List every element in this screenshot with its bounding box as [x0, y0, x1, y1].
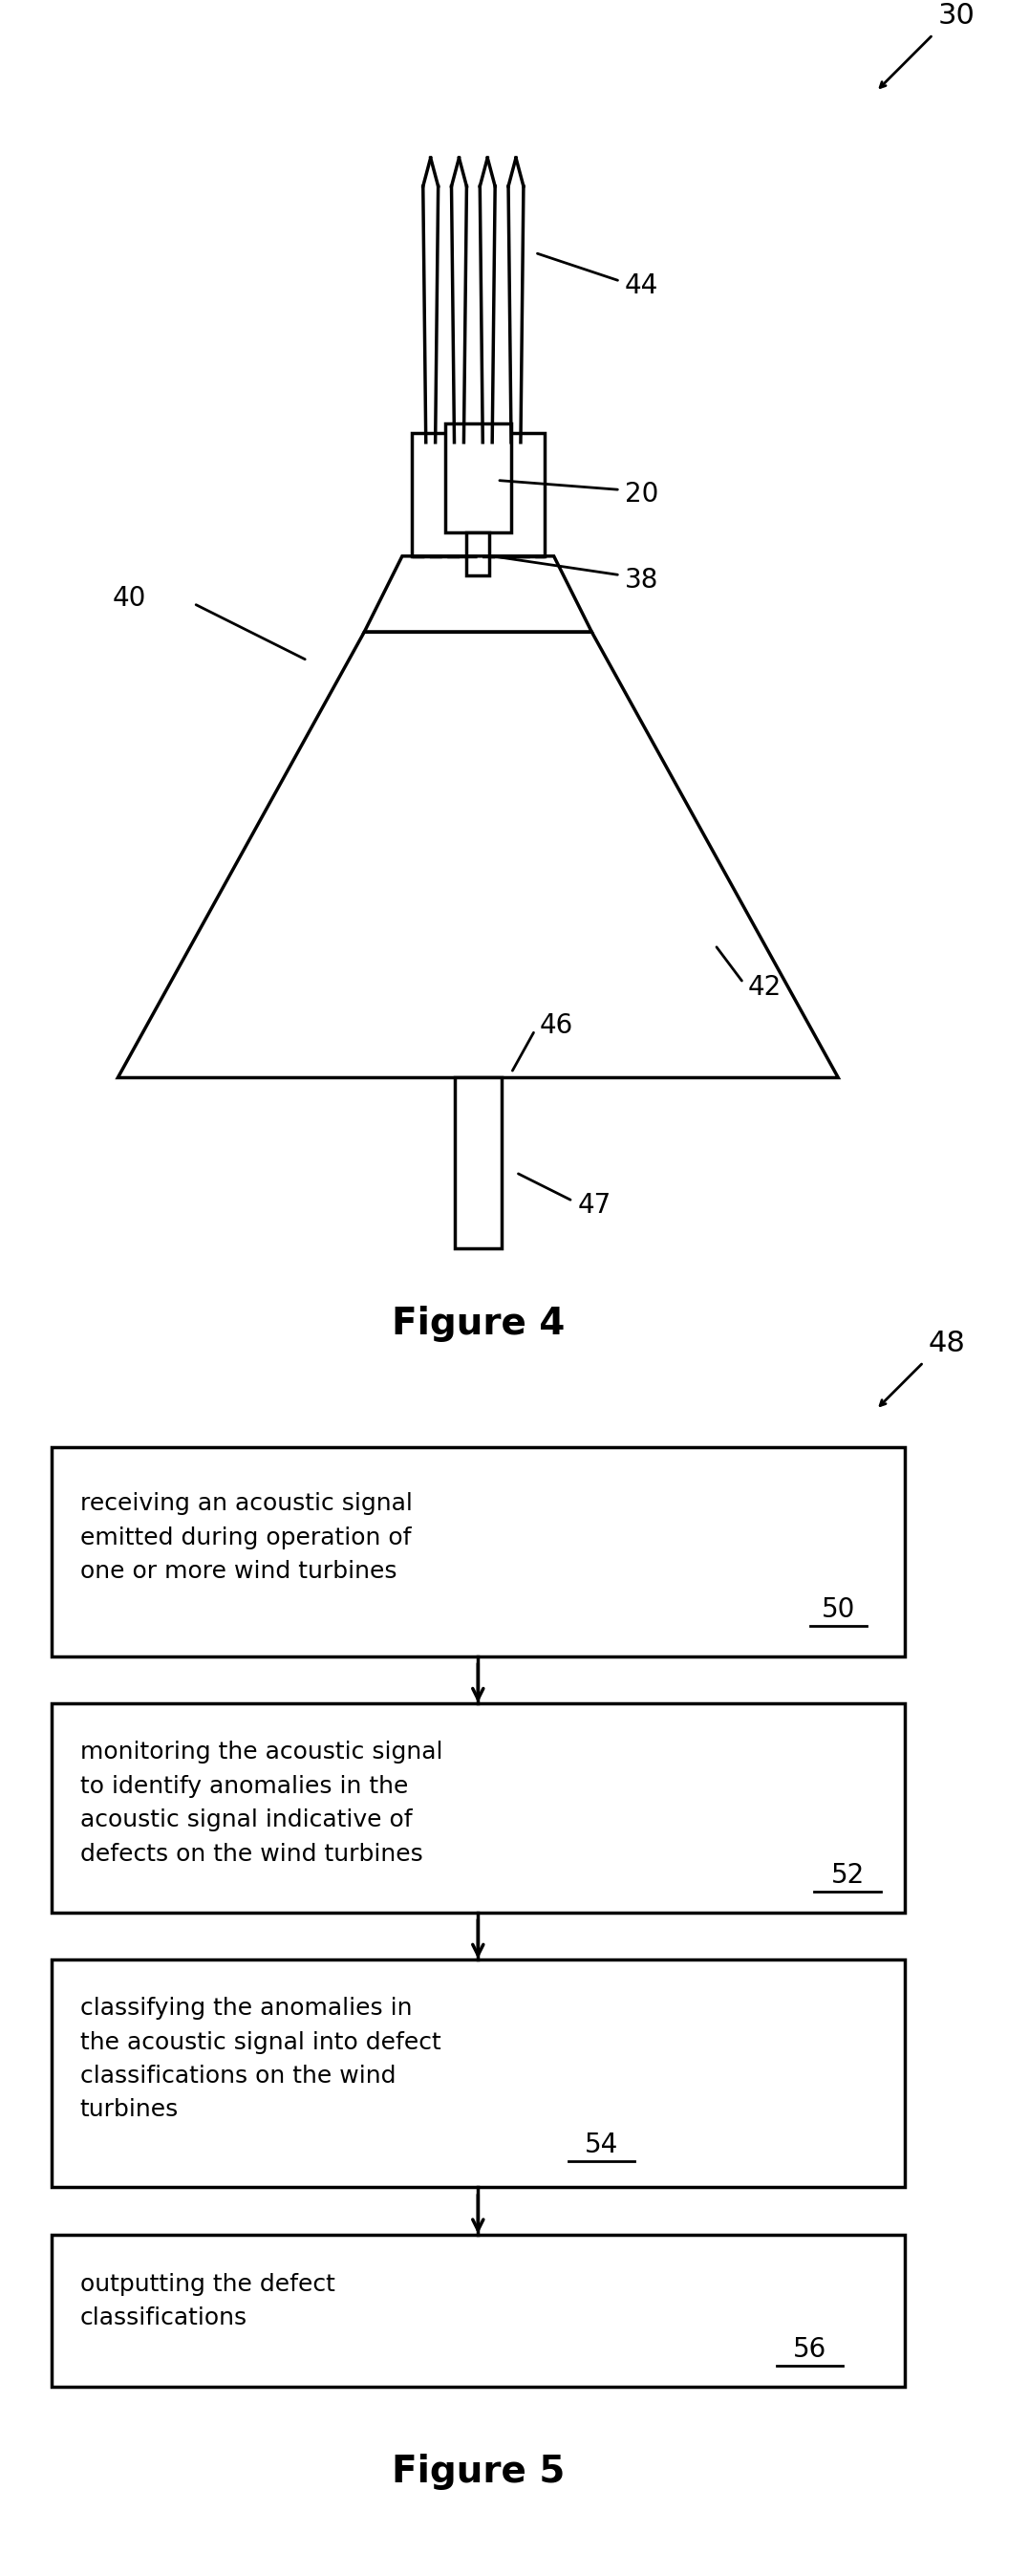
Text: Figure 5: Figure 5 — [391, 2452, 565, 2491]
FancyBboxPatch shape — [51, 2233, 904, 2385]
FancyBboxPatch shape — [51, 1703, 904, 1911]
Text: outputting the defect
classifications: outputting the defect classifications — [80, 2272, 334, 2329]
Polygon shape — [466, 533, 490, 574]
FancyBboxPatch shape — [51, 1960, 904, 2187]
Text: 42: 42 — [748, 974, 782, 1002]
Text: monitoring the acoustic signal
to identify anomalies in the
acoustic signal indi: monitoring the acoustic signal to identi… — [80, 1741, 442, 1865]
Text: 30: 30 — [937, 3, 974, 31]
Text: 56: 56 — [793, 2336, 826, 2362]
Text: 54: 54 — [584, 2133, 618, 2159]
Text: Figure 4: Figure 4 — [391, 1306, 565, 1342]
FancyBboxPatch shape — [51, 1448, 904, 1656]
Polygon shape — [445, 422, 511, 533]
Text: 48: 48 — [928, 1329, 965, 1358]
Text: 47: 47 — [577, 1193, 611, 1218]
Polygon shape — [455, 1077, 502, 1249]
Text: 50: 50 — [821, 1597, 855, 1623]
Text: classifying the anomalies in
the acoustic signal into defect
classifications on : classifying the anomalies in the acousti… — [80, 1996, 440, 2123]
Text: 44: 44 — [625, 273, 659, 299]
Text: 38: 38 — [625, 567, 659, 592]
Text: 40: 40 — [112, 585, 146, 613]
Text: 46: 46 — [539, 1012, 573, 1038]
Text: 52: 52 — [830, 1862, 864, 1888]
Text: 20: 20 — [625, 482, 659, 507]
Text: receiving an acoustic signal
emitted during operation of
one or more wind turbin: receiving an acoustic signal emitted dur… — [80, 1492, 413, 1582]
